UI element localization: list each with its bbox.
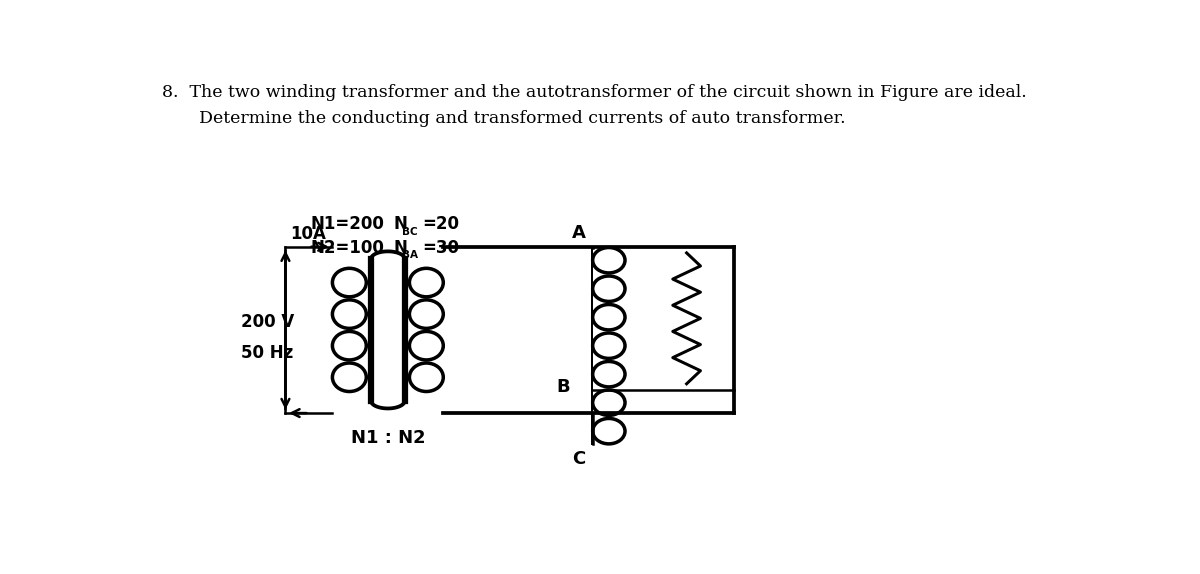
Text: N1=200: N1=200 [311, 215, 385, 234]
Text: 8.  The two winding transformer and the autotransformer of the circuit shown in : 8. The two winding transformer and the a… [162, 83, 1027, 100]
Text: 10A: 10A [290, 225, 326, 243]
Text: Determine the conducting and transformed currents of auto transformer.: Determine the conducting and transformed… [199, 110, 846, 127]
Text: N2=100: N2=100 [311, 239, 385, 257]
Text: N1 : N2: N1 : N2 [350, 429, 425, 447]
Text: B: B [556, 378, 570, 396]
Text: BA: BA [402, 250, 418, 260]
Text: =30: =30 [422, 239, 460, 257]
Text: N: N [394, 215, 407, 234]
Text: =20: =20 [422, 215, 460, 234]
Text: 200 V: 200 V [241, 313, 294, 331]
Text: BC: BC [402, 227, 418, 237]
Text: C: C [572, 450, 586, 468]
Text: N: N [394, 239, 407, 257]
Text: A: A [572, 224, 586, 242]
Text: 50 Hz: 50 Hz [241, 344, 293, 362]
